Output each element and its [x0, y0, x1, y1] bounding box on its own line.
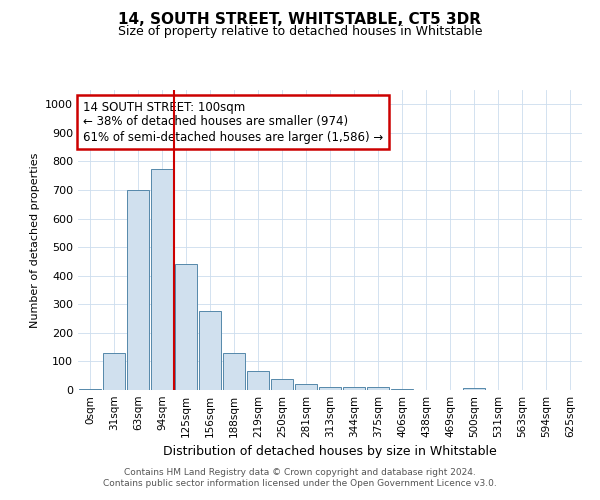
- Text: 14 SOUTH STREET: 100sqm
← 38% of detached houses are smaller (974)
61% of semi-d: 14 SOUTH STREET: 100sqm ← 38% of detache…: [83, 100, 383, 144]
- Text: Contains HM Land Registry data © Crown copyright and database right 2024.
Contai: Contains HM Land Registry data © Crown c…: [103, 468, 497, 487]
- Bar: [463, 388, 485, 390]
- X-axis label: Distribution of detached houses by size in Whitstable: Distribution of detached houses by size …: [163, 446, 497, 458]
- Bar: [199, 312, 221, 390]
- Bar: [151, 168, 173, 390]
- Bar: [343, 386, 365, 390]
- Bar: [223, 353, 245, 390]
- Bar: [271, 379, 293, 390]
- Bar: [175, 264, 197, 390]
- Bar: [127, 190, 149, 390]
- Bar: [247, 370, 269, 390]
- Bar: [295, 384, 317, 390]
- Bar: [319, 386, 341, 390]
- Bar: [79, 388, 101, 390]
- Bar: [103, 354, 125, 390]
- Bar: [391, 388, 413, 390]
- Text: Size of property relative to detached houses in Whitstable: Size of property relative to detached ho…: [118, 25, 482, 38]
- Y-axis label: Number of detached properties: Number of detached properties: [29, 152, 40, 328]
- Bar: [367, 387, 389, 390]
- Text: 14, SOUTH STREET, WHITSTABLE, CT5 3DR: 14, SOUTH STREET, WHITSTABLE, CT5 3DR: [119, 12, 482, 28]
